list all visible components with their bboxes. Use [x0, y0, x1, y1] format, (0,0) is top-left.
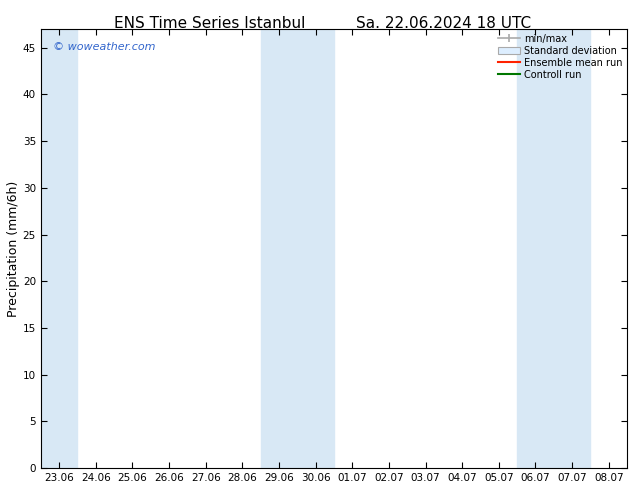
Text: Sa. 22.06.2024 18 UTC: Sa. 22.06.2024 18 UTC: [356, 16, 531, 31]
Bar: [517, 29, 590, 468]
Bar: [261, 29, 334, 468]
Bar: [41, 29, 77, 468]
Text: ENS Time Series Istanbul: ENS Time Series Istanbul: [113, 16, 305, 31]
Text: © woweather.com: © woweather.com: [53, 42, 155, 52]
Y-axis label: Precipitation (mm/6h): Precipitation (mm/6h): [7, 180, 20, 317]
Legend: min/max, Standard deviation, Ensemble mean run, Controll run: min/max, Standard deviation, Ensemble me…: [496, 32, 624, 82]
